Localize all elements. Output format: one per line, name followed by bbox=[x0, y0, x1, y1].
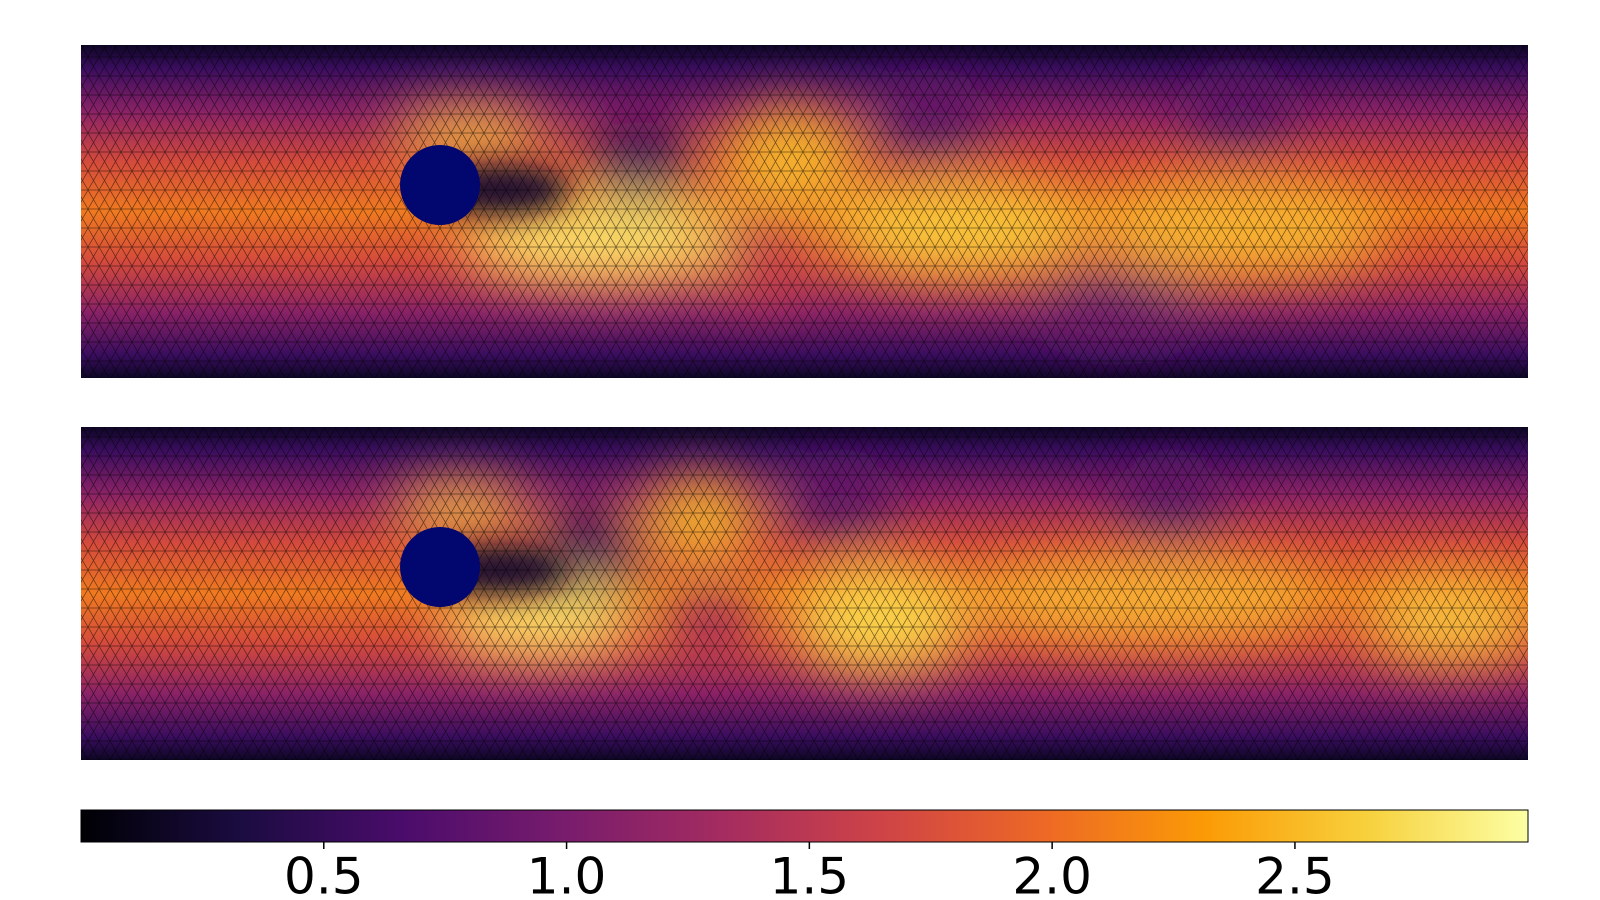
field-panel bbox=[81, 427, 1528, 760]
colorbar bbox=[80, 809, 1529, 843]
tick-label: 0.5 bbox=[284, 848, 364, 900]
field-panel bbox=[81, 45, 1528, 378]
tick-label: 2.5 bbox=[1255, 848, 1335, 900]
tick-label: 1.0 bbox=[527, 848, 607, 900]
tick-label: 2.0 bbox=[1012, 848, 1092, 900]
tick-label: 1.5 bbox=[770, 848, 850, 900]
